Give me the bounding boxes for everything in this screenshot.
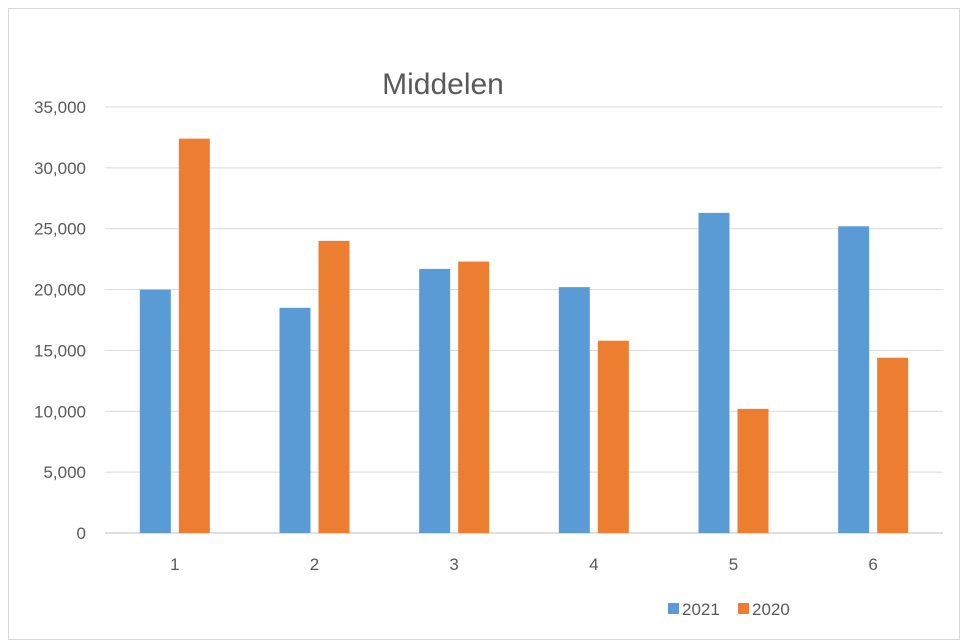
x-tick-label: 6	[868, 555, 877, 574]
bar-2021-2	[279, 307, 311, 533]
y-tick-label: 20,000	[34, 281, 86, 300]
bar-2020-2	[318, 240, 350, 533]
y-tick-label: 15,000	[34, 341, 86, 360]
y-tick-label: 0	[77, 524, 86, 543]
legend: 2021 2020	[668, 600, 790, 619]
bar-2021-1	[139, 289, 171, 533]
bar-2020-1	[178, 138, 210, 533]
y-axis-ticks: 0 5,000 10,000 15,000 20,000 25,000 30,000 35,0…	[34, 98, 86, 543]
x-tick-label: 2	[310, 555, 319, 574]
bar-2020-6	[877, 357, 909, 533]
bar-2021-3	[419, 268, 451, 533]
bars	[139, 138, 909, 534]
y-tick-label: 25,000	[34, 220, 86, 239]
y-tick-label: 30,000	[34, 159, 86, 178]
legend-label: 2020	[752, 600, 790, 619]
bar-2021-5	[698, 212, 730, 534]
y-tick-label: 35,000	[34, 98, 86, 117]
y-tick-label: 10,000	[34, 402, 86, 421]
bar-2021-4	[558, 287, 590, 533]
legend-swatch	[738, 603, 749, 614]
bar-2020-3	[458, 261, 490, 533]
x-tick-label: 5	[729, 555, 738, 574]
x-axis-ticks: 1 2 3 4 5 6	[170, 555, 878, 574]
x-tick-label: 4	[589, 555, 598, 574]
bar-2020-5	[737, 408, 769, 533]
chart-title: Middelen	[382, 68, 504, 101]
x-tick-label: 3	[449, 555, 458, 574]
legend-swatch	[668, 603, 679, 614]
y-tick-label: 5,000	[43, 463, 86, 482]
bar-2021-6	[838, 226, 870, 533]
gridlines	[105, 106, 943, 534]
bar-2020-4	[597, 340, 629, 533]
x-tick-label: 1	[170, 555, 179, 574]
legend-label: 2021	[682, 600, 720, 619]
